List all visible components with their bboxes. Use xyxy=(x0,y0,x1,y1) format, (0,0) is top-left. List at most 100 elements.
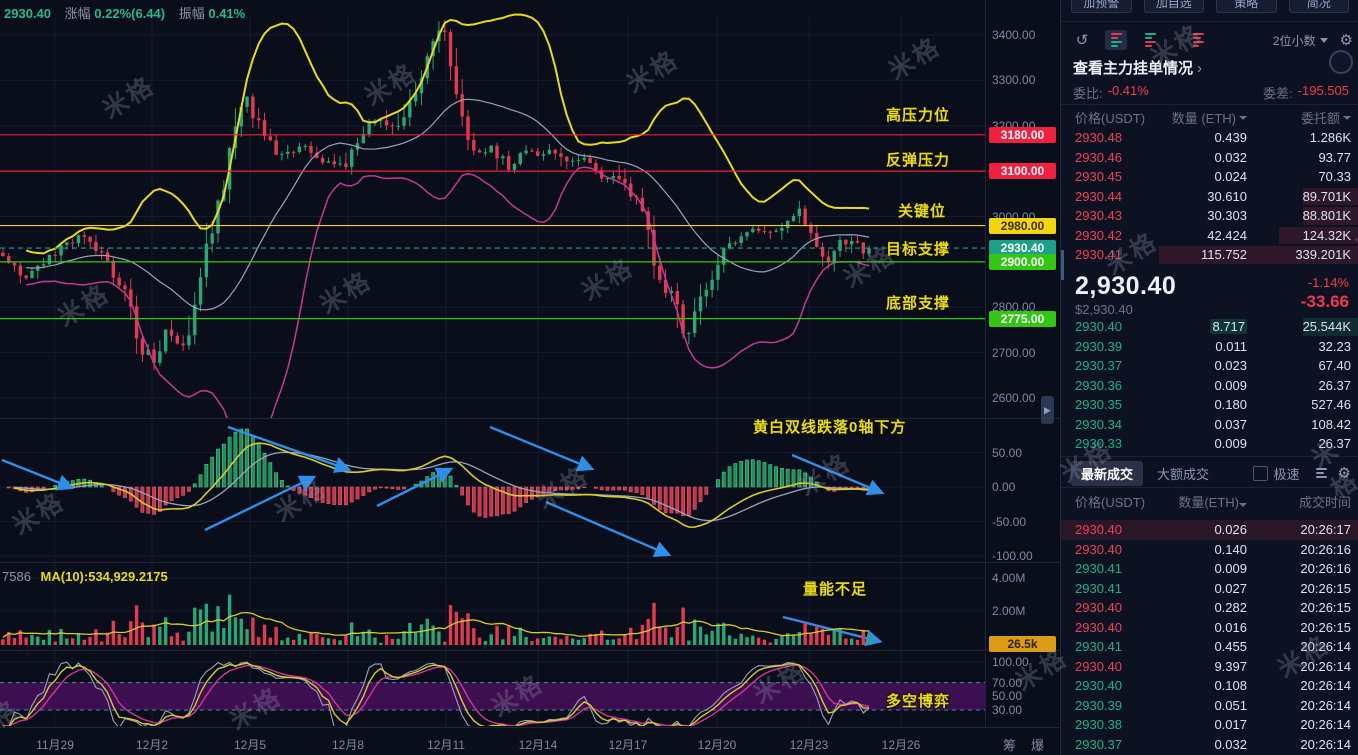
ask-row[interactable]: 2930.44 30.610 89.701K xyxy=(1061,187,1358,207)
book-asks-only-icon[interactable] xyxy=(1187,30,1209,50)
book-price: 2930.42 xyxy=(1075,227,1122,243)
book-price: 2930.48 xyxy=(1075,130,1122,146)
divider xyxy=(1061,104,1358,105)
trades-tabs: 最新成交 大额成交 极速 ⚙ xyxy=(1071,460,1351,486)
brief-button[interactable]: 简况 xyxy=(1288,0,1349,13)
price-badge: 2980.00 xyxy=(989,217,1056,234)
trade-row[interactable]: 2930.37 0.032 20:26:14 xyxy=(1061,735,1358,755)
bid-row[interactable]: 2930.37 0.023 67.40 xyxy=(1061,356,1358,376)
add-alert-button[interactable]: 加预警 xyxy=(1071,0,1132,13)
tab-large-trades[interactable]: 大额成交 xyxy=(1157,466,1210,482)
trade-row[interactable]: 2930.40 0.282 20:26:15 xyxy=(1061,598,1358,618)
bid-row[interactable]: 2930.40 8.717 25.544K xyxy=(1061,317,1358,337)
axis-collapse-handle[interactable]: ▶ xyxy=(1041,396,1054,424)
book-amount: 89.701K xyxy=(1302,188,1351,204)
book-qty: 0.011 xyxy=(1215,338,1247,354)
trade-row[interactable]: 2930.40 0.140 20:26:16 xyxy=(1061,540,1358,560)
ask-row[interactable]: 2930.45 0.024 70.33 xyxy=(1061,167,1358,187)
trade-time: 20:26:14 xyxy=(1300,736,1351,752)
scroll-indicator[interactable] xyxy=(1061,250,1064,280)
book-amt-header[interactable]: 委托额 xyxy=(1247,108,1351,127)
depth-bar xyxy=(1303,207,1358,225)
trade-row[interactable]: 2930.40 0.108 20:26:14 xyxy=(1061,676,1358,696)
book-price: 2930.39 xyxy=(1075,338,1122,354)
book-qty: 0.024 xyxy=(1214,169,1247,185)
panel-toggle-knob[interactable] xyxy=(1329,50,1353,74)
ask-row[interactable]: 2930.41 115.752 339.201K xyxy=(1061,245,1358,265)
bid-row[interactable]: 2930.36 0.009 26.37 xyxy=(1061,376,1358,396)
book-split-icon[interactable] xyxy=(1139,30,1161,50)
main-orders-link-text: 查看主力挂单情况 xyxy=(1073,60,1194,77)
y-axis-label: 70.00 xyxy=(992,675,1023,690)
decimal-precision-dropdown[interactable]: 2位小数 xyxy=(1273,32,1328,49)
fast-mode-label: 极速 xyxy=(1273,466,1300,482)
y-axis-label: 0.00 xyxy=(992,480,1016,494)
book-amount: 70.33 xyxy=(1318,169,1351,185)
change-value: 0.22%(6.44) xyxy=(94,6,166,21)
divider xyxy=(1061,21,1358,22)
book-qty: 0.180 xyxy=(1214,397,1247,413)
book-qty: 42.424 xyxy=(1207,227,1247,243)
trade-row[interactable]: 2930.40 0.016 20:26:15 xyxy=(1061,618,1358,638)
book-price: 2930.37 xyxy=(1075,358,1122,374)
chips-toggle-button[interactable]: 筹 xyxy=(1003,738,1017,753)
trade-time: 20:26:17 xyxy=(1300,522,1351,538)
ask-row[interactable]: 2930.46 0.032 93.77 xyxy=(1061,148,1358,168)
trade-row[interactable]: 2930.41 0.027 20:26:15 xyxy=(1061,579,1358,599)
ask-row[interactable]: 2930.48 0.439 1.286K xyxy=(1061,128,1358,148)
level-annotation: 底部支撑 xyxy=(886,295,951,312)
last-price-big: 2,930.40 xyxy=(1075,272,1177,300)
book-amount: 88.801K xyxy=(1302,208,1351,224)
liquidation-toggle-button[interactable]: 爆 xyxy=(1031,738,1045,753)
book-qty-header[interactable]: 数量 (ETH) xyxy=(1167,108,1247,127)
trade-qty: 0.026 xyxy=(1214,522,1247,538)
refresh-icon[interactable]: ↺ xyxy=(1075,32,1089,49)
change-amount: -33.66 xyxy=(1300,292,1349,311)
y-axis-label: 2700.00 xyxy=(992,345,1036,360)
book-qty: 0.439 xyxy=(1214,130,1247,146)
order-ratio-row: 委比: -0.41% 委差: -195.505 xyxy=(1073,83,1349,102)
change-label: 涨幅 xyxy=(64,6,91,21)
trade-row[interactable]: 2930.40 9.397 20:26:14 xyxy=(1061,657,1358,677)
fast-mode-checkbox[interactable] xyxy=(1252,465,1268,481)
bid-row[interactable]: 2930.39 0.011 32.23 xyxy=(1061,337,1358,357)
bid-row[interactable]: 2930.34 0.037 108.42 xyxy=(1061,415,1358,435)
trade-list-sort-icon[interactable] xyxy=(1314,463,1330,483)
add-watchlist-button[interactable]: 加自选 xyxy=(1143,0,1204,13)
trades-settings-gear-icon[interactable]: ⚙ xyxy=(1337,465,1351,482)
main-orders-link[interactable]: 查看主力挂单情况 › xyxy=(1073,57,1202,78)
tab-latest-trades[interactable]: 最新成交 xyxy=(1071,460,1144,486)
book-amount: 124.32K xyxy=(1302,227,1351,243)
book-price: 2930.36 xyxy=(1075,377,1122,393)
trade-time: 20:26:14 xyxy=(1300,697,1351,713)
volume-ma-label: MA(10):534,929.2175 xyxy=(40,569,168,584)
book-amount: 26.37 xyxy=(1318,377,1351,393)
book-both-sides-icon[interactable] xyxy=(1105,30,1127,50)
trade-qty-header[interactable]: 数量(ETH) xyxy=(1167,492,1247,511)
trade-time: 20:26:16 xyxy=(1300,541,1351,557)
bid-row[interactable]: 2930.35 0.180 527.46 xyxy=(1061,395,1358,415)
trade-qty: 0.027 xyxy=(1214,580,1247,596)
trade-row[interactable]: 2930.39 0.051 20:26:14 xyxy=(1061,696,1358,716)
book-qty: 115.752 xyxy=(1200,247,1247,263)
trade-row[interactable]: 2930.38 0.017 20:26:14 xyxy=(1061,715,1358,735)
main-chart-canvas[interactable] xyxy=(0,0,1060,755)
ask-row[interactable]: 2930.43 30.303 88.801K xyxy=(1061,206,1358,226)
trade-qty: 0.051 xyxy=(1214,697,1247,713)
book-qty: 0.032 xyxy=(1214,149,1247,165)
settings-gear-icon[interactable]: ⚙ xyxy=(1339,32,1353,49)
ask-row[interactable]: 2930.42 42.424 124.32K xyxy=(1061,226,1358,246)
strategy-button[interactable]: 策略 xyxy=(1216,0,1277,13)
bid-row[interactable]: 2930.33 0.009 26.37 xyxy=(1061,434,1358,454)
trade-qty: 0.108 xyxy=(1214,678,1247,694)
trade-row[interactable]: 2930.40 0.026 20:26:17 xyxy=(1061,520,1358,540)
level-annotation: 关键位 xyxy=(898,203,947,220)
book-price: 2930.33 xyxy=(1075,436,1122,452)
trade-row[interactable]: 2930.41 0.455 20:26:14 xyxy=(1061,637,1358,657)
trade-row[interactable]: 2930.41 0.009 20:26:16 xyxy=(1061,559,1358,579)
level-annotation: 高压力位 xyxy=(886,107,951,124)
price-badge: 26.5k xyxy=(989,636,1056,652)
chart-region[interactable]: 2930.40 涨幅 0.22%(6.44) 振幅 0.41% 7586 MA(… xyxy=(0,0,1060,755)
panel-action-buttons: 加预警 加自选 策略 简况 xyxy=(1071,0,1349,13)
